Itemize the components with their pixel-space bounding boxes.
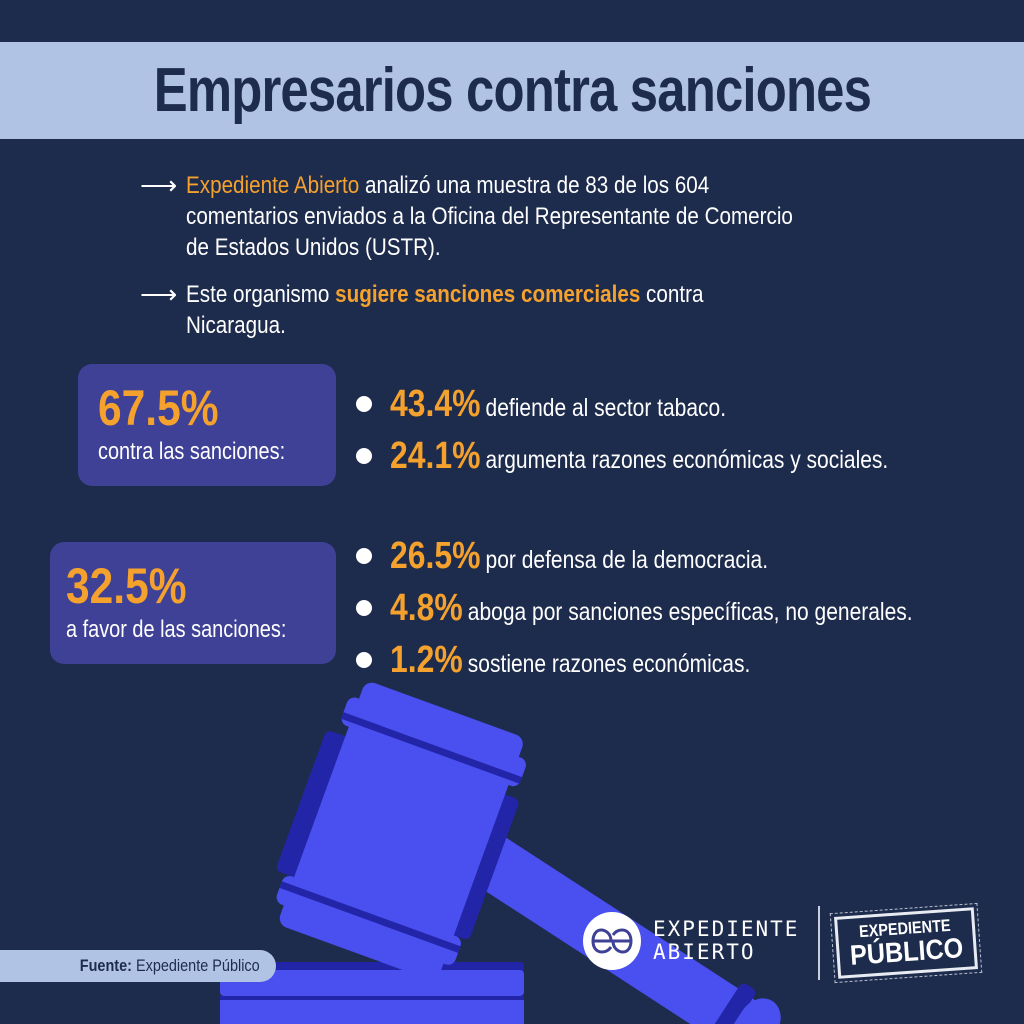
- bullet-dot-icon: [356, 652, 372, 668]
- list-item: 1.2% sostiene razones económicas.: [356, 634, 1012, 686]
- stat-percent: 67.5%: [98, 380, 219, 436]
- stat-box-against: 67.5% contra las sanciones:: [78, 364, 336, 486]
- bullet-list-favor: 26.5% por defensa de la democracia. 4.8% a…: [356, 530, 1012, 686]
- source-label: Fuente: Expediente Público: [0, 950, 276, 982]
- bullet-dot-icon: [356, 448, 372, 464]
- intro-section: ⟶ Expediente Abierto analizó una muestra…: [140, 170, 900, 357]
- page-title: Empresarios contra sanciones: [153, 56, 871, 125]
- intro-item: ⟶ Este organismo sugiere sanciones comer…: [140, 279, 704, 339]
- stat-label: contra las sanciones:: [98, 438, 286, 465]
- expediente-abierto-logo: EXPEDIENTE ABIERTO: [583, 912, 799, 970]
- intro-item: ⟶ Expediente Abierto analizó una muestra…: [140, 170, 793, 261]
- bullet-dot-icon: [356, 548, 372, 564]
- list-item: 24.1% argumenta razones económicas y soci…: [356, 430, 983, 482]
- logo-divider: [818, 906, 820, 980]
- stat-box-favor: 32.5% a favor de las sanciones:: [50, 542, 336, 664]
- bullet-dot-icon: [356, 600, 372, 616]
- bullet-list-against: 43.4% defiende al sector tabaco. 24.1% arg…: [356, 378, 983, 482]
- list-item: 26.5% por defensa de la democracia.: [356, 530, 1012, 582]
- expediente-abierto-logo-icon: [583, 912, 641, 970]
- bullet-dot-icon: [356, 396, 372, 412]
- highlight-text: sugiere sanciones comerciales: [335, 281, 641, 308]
- title-band: Empresarios contra sanciones: [0, 42, 1024, 139]
- stat-label: a favor de las sanciones:: [66, 616, 287, 643]
- list-item: 43.4% defiende al sector tabaco.: [356, 378, 983, 430]
- arrow-right-icon: ⟶: [140, 170, 178, 200]
- expediente-publico-logo: EXPEDIENTE PÚBLICO: [829, 902, 983, 984]
- list-item: 4.8% aboga por sanciones específicas, no …: [356, 582, 1012, 634]
- arrow-right-icon: ⟶: [140, 279, 178, 309]
- highlight-text: Expediente Abierto: [186, 172, 360, 199]
- stat-percent: 32.5%: [66, 558, 187, 614]
